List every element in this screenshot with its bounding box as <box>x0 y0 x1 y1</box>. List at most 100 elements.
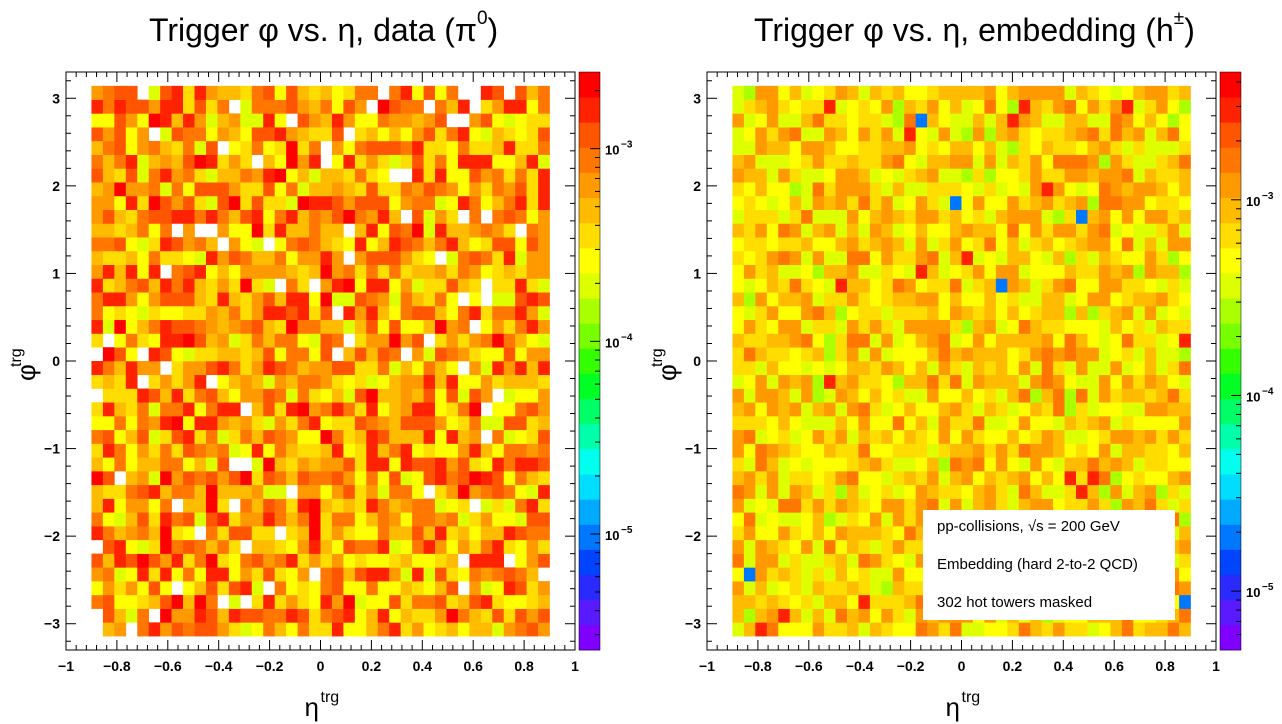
heatmap-cell <box>1121 168 1134 183</box>
heatmap-cell <box>435 305 447 321</box>
heatmap-cell <box>400 182 413 197</box>
heatmap-cell <box>251 374 264 389</box>
color-scale-step <box>579 97 600 123</box>
heatmap-cell <box>812 402 825 417</box>
heatmap-cell <box>240 168 253 183</box>
heatmap-cell <box>137 457 150 472</box>
heatmap-cell <box>251 195 264 210</box>
heatmap-cell <box>858 319 871 334</box>
heatmap-cell <box>538 209 550 224</box>
heatmap-cell <box>331 443 344 458</box>
heatmap-cell <box>732 567 745 582</box>
heatmap-cell <box>526 429 539 444</box>
heatmap-cell <box>927 457 939 472</box>
heatmap-cell <box>377 388 390 403</box>
heatmap-cell <box>240 292 253 307</box>
heatmap-cell <box>125 319 138 334</box>
heatmap-cell <box>1076 209 1088 224</box>
heatmap-cell <box>1030 140 1042 155</box>
left-title-main: Trigger φ vs. η, data (π <box>149 12 477 48</box>
heatmap-cell <box>515 168 527 183</box>
heatmap-cell <box>915 209 928 224</box>
heatmap-cell <box>869 526 882 541</box>
heatmap-cell <box>1179 305 1191 321</box>
heatmap-cell <box>1144 264 1157 279</box>
heatmap-cell <box>343 85 356 100</box>
heatmap-cell <box>869 140 882 155</box>
heatmap-cell <box>927 319 939 334</box>
heatmap-cell <box>228 127 241 142</box>
heatmap-cell <box>1179 594 1191 609</box>
heatmap-cell <box>309 539 321 554</box>
heatmap-cell <box>835 292 848 307</box>
heatmap-cell <box>240 526 253 541</box>
heatmap-cell <box>354 140 367 155</box>
heatmap-cell <box>125 278 138 293</box>
heatmap-cell <box>904 526 916 541</box>
heatmap-cell <box>377 594 390 609</box>
heatmap-cell <box>412 484 424 499</box>
heatmap-cell <box>961 195 974 210</box>
heatmap-cell <box>1064 278 1077 293</box>
heatmap-cell <box>377 622 390 637</box>
heatmap-cell <box>400 498 413 513</box>
heatmap-cell <box>1007 182 1020 197</box>
heatmap-cell <box>377 168 390 183</box>
heatmap-cell <box>1053 154 1065 169</box>
heatmap-cell <box>274 347 287 362</box>
heatmap-cell <box>881 567 894 582</box>
heatmap-cell <box>778 154 791 169</box>
heatmap-cell <box>1064 250 1077 266</box>
heatmap-cell <box>274 140 287 155</box>
heatmap-cell <box>137 567 150 582</box>
heatmap-cell <box>538 347 550 362</box>
heatmap-cell <box>412 526 424 541</box>
heatmap-cell <box>881 140 894 155</box>
heatmap-cell <box>1041 154 1054 169</box>
heatmap-cell <box>503 512 516 527</box>
heatmap-cell <box>938 278 951 293</box>
heatmap-cell <box>995 319 1008 334</box>
heatmap-cell <box>354 388 367 403</box>
heatmap-cell <box>846 305 859 321</box>
heatmap-cell <box>755 85 768 100</box>
heatmap-cell <box>343 154 356 169</box>
heatmap-cell <box>526 457 539 472</box>
heatmap-cell <box>217 182 230 197</box>
heatmap-cell <box>297 374 310 389</box>
heatmap-cell <box>812 498 825 513</box>
heatmap-cell <box>904 154 916 169</box>
heatmap-cell <box>846 402 859 417</box>
heatmap-cell <box>1064 402 1077 417</box>
heatmap-cell <box>137 526 150 541</box>
heatmap-cell <box>160 250 172 266</box>
heatmap-cell <box>377 374 390 389</box>
heatmap-cell <box>331 594 344 609</box>
heatmap-cell <box>961 443 974 458</box>
x-tick-label: 0.6 <box>1104 658 1124 674</box>
heatmap-cell <box>91 429 104 444</box>
heatmap-cell <box>263 305 275 321</box>
heatmap-cell <box>205 305 218 321</box>
heatmap-cell <box>469 581 482 596</box>
heatmap-cell <box>1041 292 1054 307</box>
heatmap-cell <box>503 581 516 596</box>
heatmap-cell <box>503 237 516 252</box>
heatmap-cell <box>91 443 104 458</box>
heatmap-cell <box>400 85 413 100</box>
heatmap-cell <box>995 471 1008 486</box>
heatmap-cell <box>950 292 962 307</box>
heatmap-cell <box>171 622 184 637</box>
heatmap-cell <box>102 85 115 100</box>
heatmap-cell <box>320 127 333 142</box>
heatmap-cell <box>125 402 138 417</box>
heatmap-cell <box>297 484 310 499</box>
heatmap-cell <box>469 443 482 458</box>
heatmap-cell <box>743 113 756 128</box>
heatmap-cell <box>297 168 310 183</box>
x-axis-label-sup: trg <box>962 689 981 706</box>
heatmap-cell <box>1053 182 1065 197</box>
heatmap-cell <box>1179 361 1191 376</box>
heatmap-cell <box>91 237 104 252</box>
heatmap-cell <box>846 85 859 100</box>
